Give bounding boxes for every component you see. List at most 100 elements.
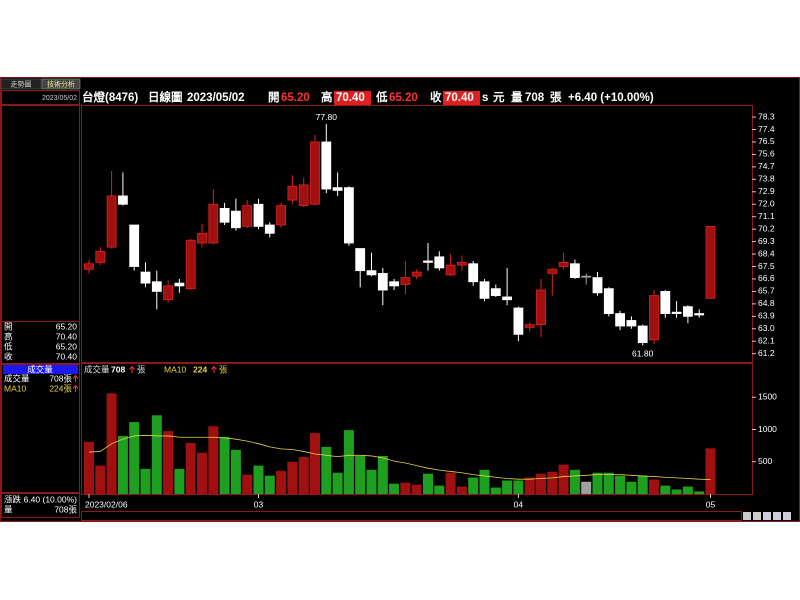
candle-body	[106, 195, 117, 248]
candle-body	[524, 324, 535, 328]
candle-body	[626, 320, 637, 327]
candle-body	[694, 313, 705, 316]
tab[interactable]	[0, 78, 42, 90]
volume-bar	[84, 441, 94, 494]
volume-bar	[490, 487, 501, 494]
candle-body	[603, 288, 614, 314]
tool-button[interactable]	[753, 512, 761, 520]
quote-label: 開	[4, 321, 13, 331]
candle-body	[377, 273, 388, 291]
candle-body	[343, 187, 354, 244]
volume-row-value: 224張	[49, 383, 72, 393]
quote-label: 高	[4, 331, 13, 341]
max-label: 77.80	[316, 112, 338, 122]
quote-highlight	[443, 91, 480, 105]
candle-body	[287, 185, 298, 201]
volume-bar	[389, 483, 400, 494]
volume-bar	[242, 474, 253, 494]
tool-button[interactable]	[743, 512, 751, 520]
candle-body	[479, 281, 490, 299]
y-tick-label: 500	[758, 456, 772, 466]
flag: s	[482, 92, 488, 104]
quote-label: 低	[375, 90, 388, 104]
y-tick-label: 72.0	[758, 198, 775, 208]
candle-body	[276, 205, 287, 226]
candle-body	[502, 296, 513, 301]
volume-bar	[276, 470, 287, 494]
volume-bar	[547, 471, 558, 494]
volume-bar	[253, 465, 264, 494]
y-tick-label: 1500	[758, 392, 777, 402]
candle-body	[129, 224, 140, 267]
side-date: 2023/05/02	[42, 95, 77, 102]
volume-bar	[208, 426, 219, 494]
candle-body	[219, 207, 230, 223]
candle-body	[581, 275, 592, 278]
quote-value: 65.20	[56, 321, 78, 331]
candle-body	[637, 325, 648, 344]
candle-body	[366, 270, 377, 276]
tool-button[interactable]	[783, 512, 791, 520]
volume-row-label: 成交量	[4, 373, 30, 383]
tab[interactable]	[41, 78, 81, 90]
legend-unit: 張	[219, 364, 228, 374]
tab-label[interactable]: 技術分析	[47, 79, 75, 88]
volume-bar	[95, 465, 106, 494]
volume-bar	[603, 472, 614, 494]
y-tick-label: 70.2	[758, 223, 775, 233]
candle-body	[185, 239, 196, 290]
candle-body	[411, 271, 422, 277]
candle-body	[456, 261, 467, 266]
y-tick-label: 71.1	[758, 211, 775, 221]
footer-value: 6.40 (10.00%)	[24, 494, 78, 504]
volume-bar	[366, 469, 377, 494]
volume-bar	[671, 489, 682, 494]
volume-bar	[287, 461, 298, 494]
tool-button[interactable]	[773, 512, 781, 520]
volume-bar	[694, 491, 705, 494]
volume-bar	[479, 469, 490, 494]
tab-label[interactable]: 走勢圖	[11, 79, 32, 88]
candle-body	[423, 260, 433, 263]
candle-body	[253, 203, 264, 227]
candle-body	[513, 307, 524, 335]
candle-body	[558, 261, 569, 267]
volume-label: 量	[511, 90, 523, 104]
legend-name: 成交量	[84, 364, 110, 374]
volume-bar	[174, 468, 185, 494]
y-tick-label: 67.5	[758, 261, 775, 271]
stock-name: 台燈(8476)	[82, 90, 138, 104]
quote-label: 收	[4, 351, 13, 361]
y-tick-label: 62.1	[758, 335, 775, 345]
up-arrow	[72, 374, 79, 382]
quote-label: 開	[268, 91, 280, 104]
period: 日線圖	[148, 90, 183, 104]
y-tick-label: 78.3	[758, 111, 775, 121]
scrollbar[interactable]	[81, 511, 742, 521]
volume-bar	[230, 449, 241, 494]
candle-body	[592, 277, 603, 294]
quote-label: 收	[430, 90, 442, 104]
candle-body	[355, 248, 366, 272]
volume-value: 708	[525, 92, 545, 104]
candle-body	[140, 271, 151, 284]
candle-body	[242, 205, 253, 227]
volume-bar	[185, 443, 196, 494]
y-tick-label: 77.4	[758, 124, 775, 134]
volume-bar	[343, 430, 354, 494]
volume-bar	[163, 431, 174, 494]
candle-body	[570, 263, 580, 278]
volume-box	[1, 364, 80, 493]
volume-bar	[411, 484, 422, 494]
y-tick-label: 1000	[758, 424, 777, 434]
volume-bar	[558, 464, 569, 494]
quote-value: 70.40	[336, 92, 365, 104]
y-tick-label: 75.6	[758, 149, 775, 159]
candle-body	[389, 281, 400, 287]
volume-bar	[332, 472, 343, 494]
tool-button[interactable]	[763, 512, 771, 520]
candle-body	[671, 311, 682, 314]
volume-bar	[524, 477, 535, 494]
candle-body	[536, 289, 546, 326]
candle-body	[434, 256, 445, 269]
